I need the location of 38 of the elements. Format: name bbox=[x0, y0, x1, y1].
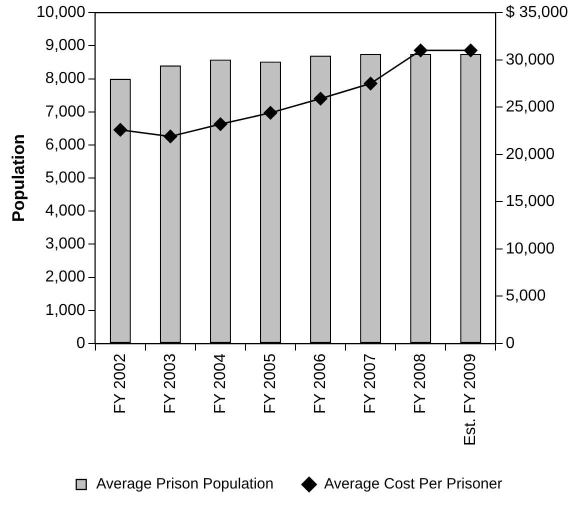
y-tick-label: 2,000 bbox=[45, 268, 86, 286]
point bbox=[164, 130, 178, 144]
y-tick-label: 0 bbox=[76, 334, 86, 352]
y-tick-label: 6,000 bbox=[45, 136, 86, 154]
y-tick-label: 9,000 bbox=[45, 37, 86, 54]
point bbox=[114, 123, 128, 137]
y2-tick-label: $ 35,000 bbox=[506, 4, 568, 22]
legend-label: Average Prison Population bbox=[96, 476, 274, 493]
x-tick-label: FY 2003 bbox=[162, 353, 179, 414]
x-tick-label: FY 2005 bbox=[262, 353, 279, 414]
point bbox=[364, 76, 378, 90]
x-tick-label: FY 2004 bbox=[212, 353, 229, 414]
legend-label: Average Cost Per Prisoner bbox=[324, 476, 502, 493]
y2-tick-label: 30,000 bbox=[506, 51, 555, 68]
y2-tick-label: 15,000 bbox=[506, 193, 555, 210]
y2-tick-label: 10,000 bbox=[506, 240, 555, 258]
x-tick-label: FY 2007 bbox=[362, 353, 380, 414]
y-tick-label: 1,000 bbox=[45, 302, 86, 319]
y-tick-label: 8,000 bbox=[45, 70, 86, 88]
y-tick-label: 4,000 bbox=[45, 202, 86, 220]
x-tick-label: FY 2008 bbox=[412, 353, 430, 414]
x-tick-label: Est. FY 2009 bbox=[462, 353, 480, 446]
y2-tick-label: 5,000 bbox=[506, 288, 546, 305]
y2-tick-label: 0 bbox=[506, 334, 515, 352]
point bbox=[214, 117, 228, 131]
x-tick-label: FY 2002 bbox=[112, 353, 129, 414]
point bbox=[264, 106, 278, 120]
y-tick-label: 7,000 bbox=[45, 103, 86, 120]
point bbox=[464, 44, 478, 58]
y-tick-label: 3,000 bbox=[45, 236, 86, 253]
y-axis-title: Population bbox=[8, 134, 28, 222]
point bbox=[314, 92, 328, 106]
y-tick-label: 10,000 bbox=[36, 4, 86, 22]
x-tick-label: FY 2006 bbox=[312, 353, 329, 414]
y-tick-label: 5,000 bbox=[45, 169, 86, 186]
y2-tick-label: 20,000 bbox=[506, 146, 555, 163]
point bbox=[414, 44, 428, 58]
y2-tick-label: 25,000 bbox=[506, 98, 555, 116]
